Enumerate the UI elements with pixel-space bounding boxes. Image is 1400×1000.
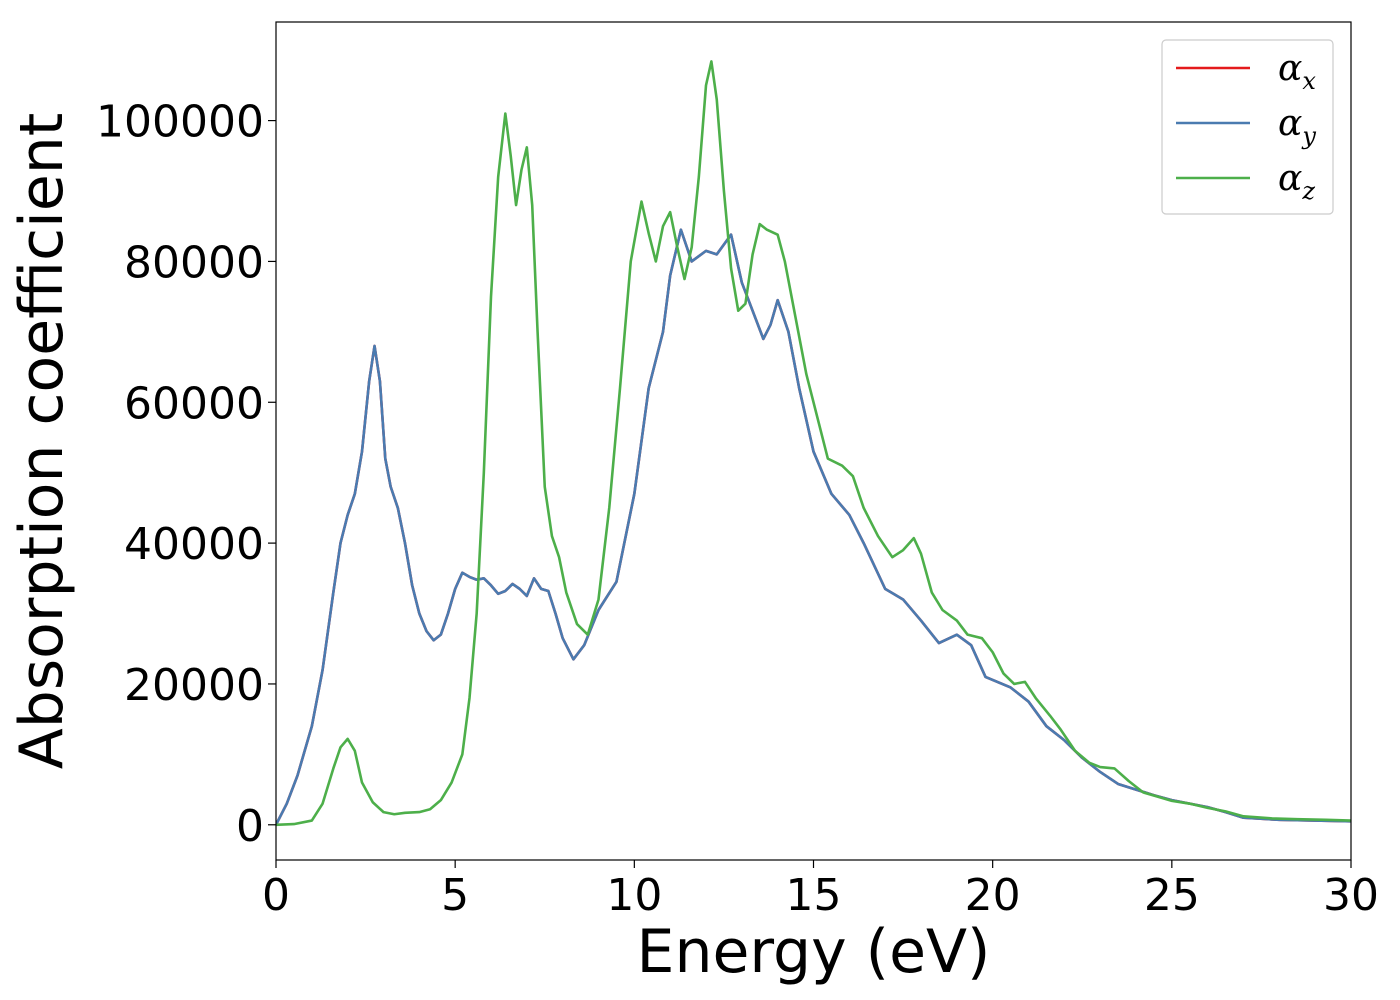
legend-symbol-x: α <box>1278 48 1302 89</box>
plot-area <box>276 60 1351 827</box>
y-tick-label-2: 40000 <box>124 519 264 570</box>
legend-symbol-y: α <box>1278 103 1302 144</box>
x-tick-label-2: 10 <box>606 870 662 921</box>
x-tick-label-1: 5 <box>441 870 469 921</box>
x-axis: 0 5 10 15 20 25 30 <box>262 860 1379 921</box>
legend-frame <box>1161 39 1334 215</box>
legend-symbol-z: α <box>1278 158 1302 199</box>
y-axis-label: Absorption coefficient <box>7 113 77 770</box>
y-tick-label-3: 60000 <box>124 378 264 429</box>
legend-label-x: αx <box>1278 48 1316 95</box>
legend-subscript-x: x <box>1302 67 1316 95</box>
legend-label-z: αz <box>1278 158 1315 205</box>
y-tick-label-4: 80000 <box>124 237 264 288</box>
legend-subscript-y: y <box>1301 122 1316 150</box>
series-line-alpha_z <box>276 60 1351 827</box>
x-tick-label-0: 0 <box>262 870 290 921</box>
legend-subscript-z: z <box>1301 177 1315 205</box>
x-tick-label-5: 25 <box>1144 870 1200 921</box>
x-tick-label-3: 15 <box>786 870 842 921</box>
y-axis: 0 20000 40000 60000 80000 100000 <box>96 97 276 852</box>
x-axis-label: Energy (eV) <box>637 917 991 987</box>
y-tick-label-5: 100000 <box>96 97 264 148</box>
x-tick-label-6: 30 <box>1323 870 1379 921</box>
legend-label-y: αy <box>1278 103 1316 150</box>
y-tick-label-0: 0 <box>236 801 264 852</box>
y-tick-label-1: 20000 <box>124 660 264 711</box>
x-tick-label-4: 20 <box>965 870 1021 921</box>
series-line-alpha_y <box>276 228 1351 826</box>
